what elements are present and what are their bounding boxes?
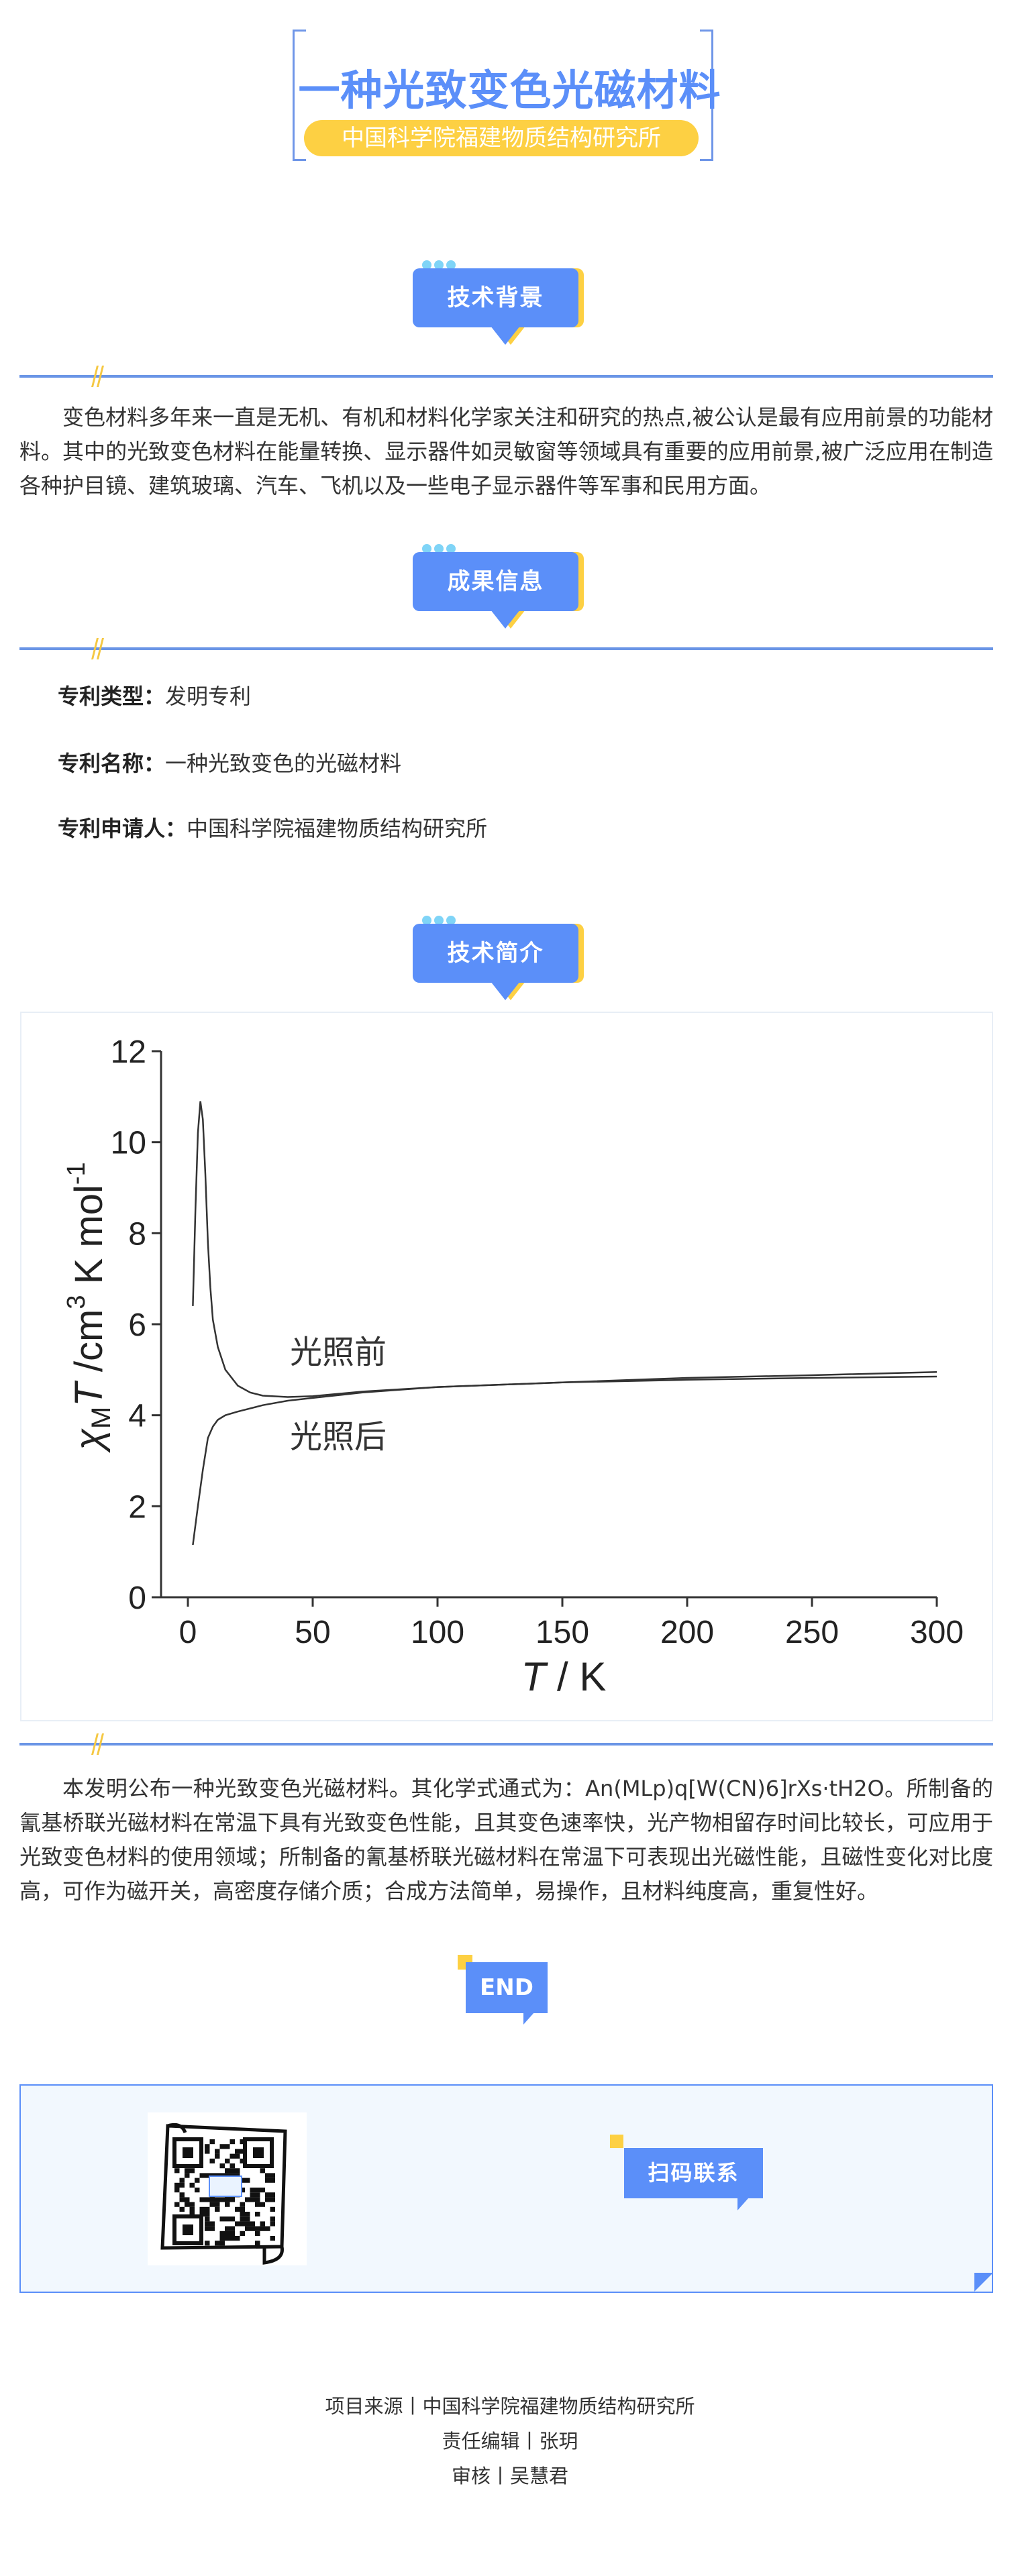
contact-panel: 扫码联系 (19, 2084, 993, 2293)
x-tick-label: 100 (411, 1615, 464, 1650)
qr-code-icon[interactable] (148, 2112, 307, 2265)
scan-contact-label: 扫码联系 (624, 2148, 763, 2198)
intro-paragraph: 本发明公布一种光致变色光磁材料。其化学式通式为：An(MLp)q[W(CN)6]… (19, 1776, 993, 1904)
scan-tab-decoration (610, 2135, 623, 2148)
y-tick-label: 8 (128, 1216, 146, 1252)
y-tick-label: 4 (128, 1399, 146, 1434)
section-tag-label: 成果信息 (413, 552, 578, 611)
y-axis-label: χMT /cm3 K mol-1 (62, 1162, 116, 1453)
x-axis-label: T / K (521, 1654, 607, 1699)
x-tick-label: 50 (295, 1615, 330, 1650)
end-marker: END (466, 1962, 548, 2013)
x-tick-label: 200 (660, 1615, 714, 1650)
footer-reviewer: 审核丨吴慧君 (451, 2465, 568, 2487)
end-pointer (523, 2012, 534, 2025)
x-tick-label: 300 (910, 1615, 964, 1650)
dot-decoration (434, 260, 444, 270)
chart-svg: 0 50 100 150 200 250 300 0 2 4 6 8 10 12 T / K χMT /cm3… (62, 1034, 964, 1699)
title-bracket-right (700, 30, 713, 161)
dot-decoration (422, 260, 431, 270)
x-tick-label: 250 (785, 1615, 839, 1650)
patent-applicant: 专利申请人：中国科学院福建物质结构研究所 (58, 812, 487, 843)
background-paragraph: 变色材料多年来一直是无机、有机和材料化学家关注和研究的热点,被公认是最有应用前景… (19, 405, 993, 498)
institution-badge: 中国科学院福建物质结构研究所 (304, 120, 699, 156)
x-tick-label: 0 (179, 1615, 197, 1650)
chart-figure: 0 50 100 150 200 250 300 0 2 4 6 8 10 12 T / K χMT /cm3… (20, 1012, 993, 1721)
x-tick-label: 150 (536, 1615, 589, 1650)
title-bracket-left (293, 30, 306, 161)
scan-pointer (737, 2198, 748, 2210)
divider (19, 647, 993, 650)
series-label-after: 光照后 (290, 1419, 387, 1455)
footer-source: 项目来源丨中国科学院福建物质结构研究所 (325, 2395, 695, 2418)
y-tick-label: 10 (111, 1126, 146, 1161)
patent-name-label: 专利名称： (58, 751, 166, 776)
patent-name-value: 一种光致变色的光磁材料 (165, 751, 402, 776)
y-tick-label: 12 (111, 1034, 146, 1070)
y-tick-label: 6 (128, 1307, 146, 1343)
patent-applicant-label: 专利申请人： (58, 816, 187, 841)
patent-type-label: 专利类型： (58, 684, 166, 709)
page-title: 一种光致变色光磁材料 (298, 66, 721, 115)
y-tick-label: 2 (128, 1489, 146, 1525)
section-tag-label: 技术背景 (413, 268, 578, 327)
qr-code-panel (148, 2112, 307, 2265)
dot-decoration (446, 260, 456, 270)
section-tag-label: 技术简介 (413, 924, 578, 983)
corner-fold-decoration (974, 2273, 993, 2292)
patent-applicant-value: 中国科学院福建物质结构研究所 (187, 816, 488, 841)
divider (19, 375, 993, 378)
y-tick-label: 0 (128, 1580, 146, 1616)
divider (19, 1743, 993, 1746)
patent-type-value: 发明专利 (165, 684, 252, 709)
section-tag-intro: 技术简介 (413, 916, 584, 1000)
section-tag-results: 成果信息 (413, 544, 584, 629)
patent-type: 专利类型：发明专利 (58, 680, 251, 710)
footer-editor: 责任编辑丨张玥 (442, 2430, 578, 2453)
section-tag-background: 技术背景 (413, 260, 584, 345)
series-label-before: 光照前 (290, 1335, 387, 1371)
series-line-after (192, 1375, 937, 1546)
patent-name: 专利名称：一种光致变色的光磁材料 (58, 747, 401, 777)
